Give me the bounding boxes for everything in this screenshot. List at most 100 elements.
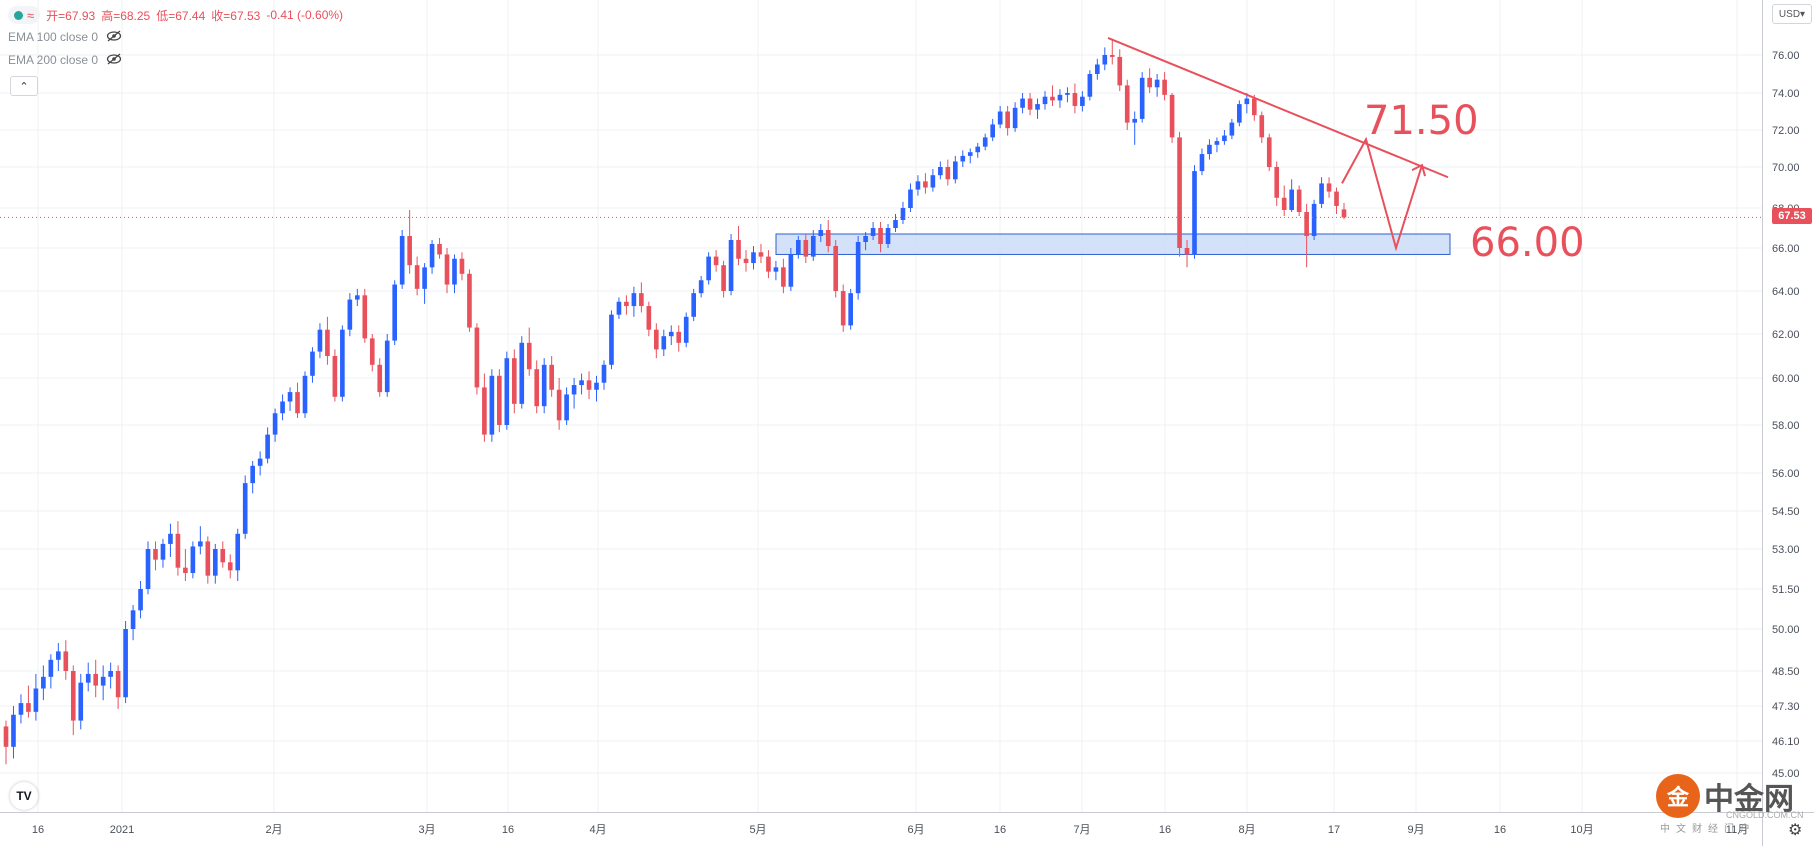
candle-body [168,533,173,544]
candle-body [93,673,99,686]
symbol-status-pill[interactable]: ≈ [8,6,41,24]
candle-body [220,549,226,563]
candle-body [399,236,405,285]
projection-path[interactable] [1341,136,1423,252]
candle-body [482,387,487,435]
candle-body [930,175,936,188]
eye-off-icon[interactable] [106,53,122,68]
y-tick-label: 47.30 [1772,701,1800,713]
candle-body [1057,94,1063,101]
indicator-ema100[interactable]: EMA 100 close 0 [8,27,122,47]
candle-body [923,181,928,188]
candle-body [967,152,973,156]
candle-body [1154,79,1160,88]
candle-body [728,240,734,291]
candle-body [1072,93,1078,106]
y-tick-label: 72.00 [1772,125,1800,137]
candle-body [1102,55,1108,65]
candle-body [975,146,981,153]
candle-body [205,541,211,576]
candle-body [452,258,457,285]
candle-body [624,301,629,307]
candle-body [541,364,547,407]
resistance-trendline[interactable] [1107,36,1449,179]
candle-body [33,688,39,712]
x-tick-label: 6月 [907,824,924,836]
candle-body [1117,56,1123,86]
candle-body [519,342,525,404]
candle-body [1259,115,1265,138]
projection-arrowhead [1411,163,1426,177]
x-tick-label: 2月 [265,824,282,836]
candle-body [631,293,637,307]
collapse-indicators-button[interactable]: ⌃ [10,76,38,96]
candle-body [549,364,554,390]
candle-body [683,316,689,343]
candle-body [123,629,128,698]
candle-body [736,240,741,259]
candle-body [1207,144,1212,155]
candle-body [676,331,682,343]
candle-body [1289,189,1294,210]
low-value: 低=67.44 [156,8,206,23]
candle-body [915,181,921,190]
candle-body [265,434,270,459]
indicator-label: EMA 200 close 0 [8,53,99,67]
candle-body [70,671,76,721]
candle-body [1162,79,1167,95]
tradingview-logo[interactable]: TV [10,782,38,810]
x-tick-label: 8月 [1238,824,1255,836]
support-zone-rect[interactable] [775,233,1451,255]
candle-body [347,299,353,330]
y-tick-label: 66.00 [1772,243,1800,255]
x-tick-label: 9月 [1407,824,1424,836]
candle-body [781,267,786,287]
candle-body [242,483,248,534]
x-tick-label: 11月 [1726,824,1748,836]
candle-body [78,682,84,721]
candle-body [586,380,592,390]
candle-body [130,610,136,629]
candle-body [332,356,338,397]
candle-body [1065,93,1070,95]
eye-off-icon[interactable] [106,30,122,45]
candle-body [893,220,898,228]
candle-body [616,301,622,315]
target-label-lower: 66.00 [1470,220,1585,266]
candle-body [1080,96,1085,106]
candle-body [863,236,868,242]
candle-body [1334,191,1339,206]
indicator-ema200[interactable]: EMA 200 close 0 [8,50,122,70]
candle-body [885,228,891,244]
candle-body [1192,171,1197,255]
candle-body [788,254,794,287]
chevron-down-icon: ▾ [1800,8,1806,20]
candle-body [100,676,106,686]
candle-body [414,265,420,289]
watermark-url: CNGOLD.COM.CN [1726,810,1804,820]
y-tick-label: 76.00 [1772,50,1800,62]
gear-icon[interactable]: ⚙ [1788,822,1803,839]
candle-body [526,342,532,370]
y-tick-label: 54.50 [1772,506,1800,518]
y-tick-label: 45.00 [1772,768,1800,780]
candle-body [108,671,113,677]
candle-body [175,533,181,568]
watermark-logo-icon: 金 [1656,774,1700,818]
candle-body [713,256,719,266]
x-tick-label: 7月 [1073,824,1090,836]
candle-body [833,246,839,291]
currency-selector[interactable]: USD ▾ [1772,4,1812,24]
candle-body [1311,203,1317,236]
candle-body [302,375,308,414]
candle-body [1214,141,1220,145]
candle-body [698,280,704,294]
candle-body [639,293,644,307]
candle-body [1005,111,1010,129]
x-tick-label: 16 [1494,824,1506,836]
candle-body [766,256,771,272]
candle-body [818,230,824,236]
